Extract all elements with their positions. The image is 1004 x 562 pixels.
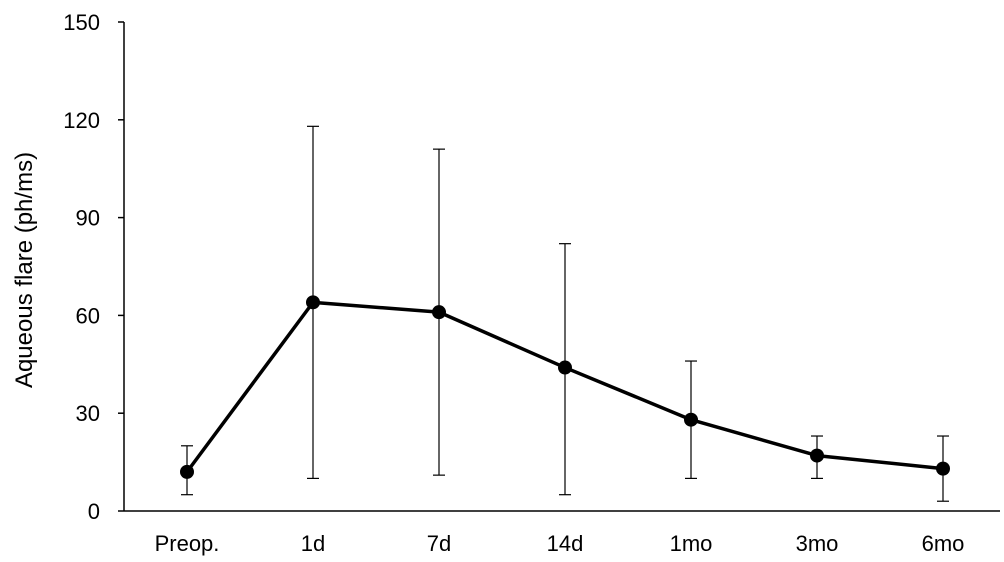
x-tick-label: 14d [547, 531, 584, 556]
data-point [558, 360, 572, 375]
y-tick-label: 90 [76, 206, 100, 231]
data-point [684, 412, 698, 427]
data-point [936, 461, 950, 476]
y-tick-label: 150 [63, 10, 100, 35]
y-tick-label: 0 [88, 499, 100, 524]
data-point [306, 295, 320, 310]
x-tick-label: 7d [427, 531, 451, 556]
y-axis-title: Aqueous flare (ph/ms) [11, 152, 38, 388]
data-point [810, 448, 824, 463]
y-tick-label: 60 [76, 303, 100, 328]
x-tick-label: 1mo [670, 531, 713, 556]
y-tick-label: 120 [63, 108, 100, 133]
x-tick-label: 1d [301, 531, 325, 556]
data-point [432, 305, 446, 320]
plot-area: 0 30 60 90 120 150 Preop. 1d 7d 14d 1mo 3mo 6mo [63, 10, 1000, 556]
data-point [180, 464, 194, 479]
x-tick-label: 3mo [796, 531, 839, 556]
y-tick-label: 30 [76, 401, 100, 426]
x-tick-label: 6mo [922, 531, 965, 556]
x-tick-label: Preop. [155, 531, 220, 556]
